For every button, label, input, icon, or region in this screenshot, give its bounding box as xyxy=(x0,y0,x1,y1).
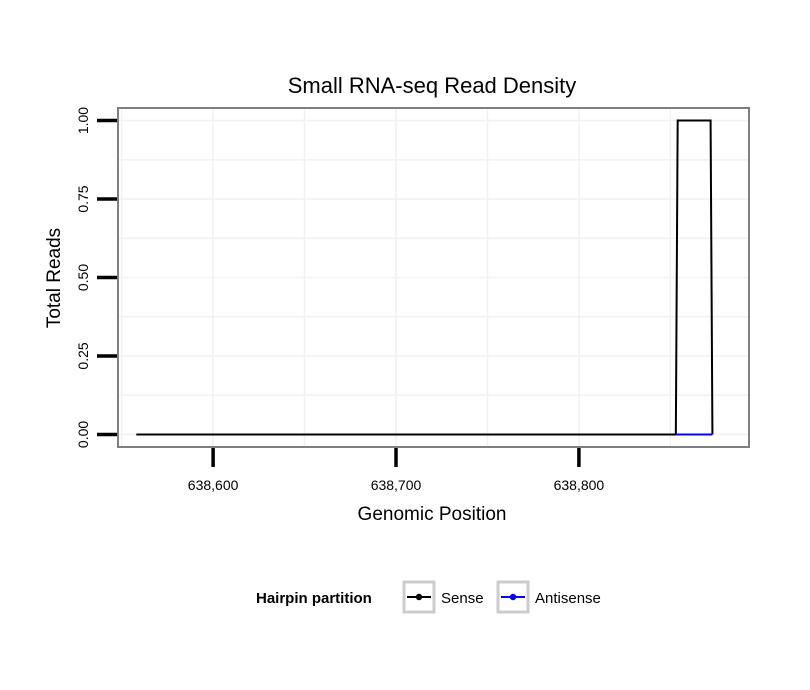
legend-label: Sense xyxy=(441,590,484,607)
x-tick-label: 638,600 xyxy=(188,477,239,493)
x-tick-label: 638,700 xyxy=(371,477,422,493)
legend-items: Sense Antisense xyxy=(402,580,601,614)
chart-title: Small RNA-seq Read Density xyxy=(288,73,577,98)
plot-border xyxy=(117,107,750,448)
x-axis-label: Genomic Position xyxy=(358,504,507,525)
y-tick-label: 1.00 xyxy=(75,107,91,134)
legend: Hairpin partition Sense Antisense xyxy=(256,580,601,614)
legend-label: Antisense xyxy=(535,590,601,607)
x-axis-ticks: 638,600 638,700 638,800 xyxy=(188,448,605,493)
x-tick-label: 638,800 xyxy=(554,477,605,493)
y-tick-label: 0.50 xyxy=(75,264,91,291)
y-axis-ticks: 0.00 0.25 0.50 0.75 1.00 xyxy=(75,107,117,448)
series-line-sense xyxy=(136,119,714,436)
y-axis-label: Total Reads xyxy=(44,228,65,328)
y-tick-label: 0.00 xyxy=(75,421,91,448)
data-series xyxy=(136,119,714,436)
legend-title: Hairpin partition xyxy=(256,590,372,607)
y-tick-label: 0.75 xyxy=(75,185,91,212)
y-tick-label: 0.25 xyxy=(75,342,91,369)
legend-item-antisense: Antisense xyxy=(496,580,601,614)
legend-item-sense: Sense xyxy=(402,580,484,614)
legend-key-point xyxy=(415,593,423,601)
legend-key-point xyxy=(509,593,517,601)
